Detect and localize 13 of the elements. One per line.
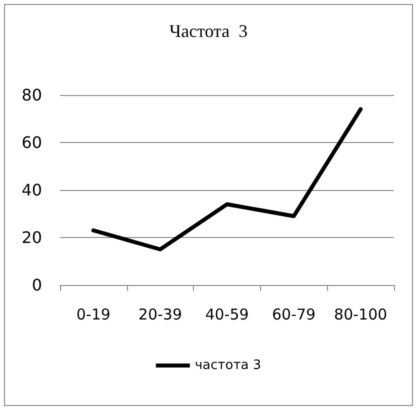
y-tick-label: 20 xyxy=(22,228,42,247)
chart-title: Частота 3 xyxy=(169,21,248,41)
x-tick-label: 20-39 xyxy=(138,306,182,324)
y-tick-label: 0 xyxy=(32,276,42,294)
x-tick-label: 60-79 xyxy=(272,306,316,324)
y-tick-label: 40 xyxy=(22,180,42,200)
x-tick-label: 40-59 xyxy=(205,306,249,324)
y-tick-label: 60 xyxy=(22,133,42,152)
x-tick-label: 0-19 xyxy=(76,306,110,324)
line-series xyxy=(91,107,363,252)
y-tick-label: 80 xyxy=(22,86,42,104)
legend-label: частота 3 xyxy=(194,358,262,373)
x-tick-label: 80-100 xyxy=(334,306,388,324)
